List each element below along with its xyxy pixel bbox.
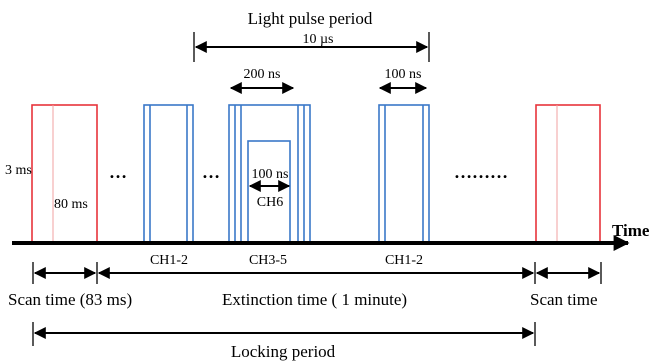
label-locking-period: Locking period bbox=[231, 342, 336, 361]
pulse-ch6 bbox=[247, 140, 291, 243]
label-80ms: 80 ms bbox=[54, 197, 88, 212]
label-ch3-5: CH3-5 bbox=[249, 253, 287, 268]
label-3ms: 3 ms bbox=[5, 163, 32, 178]
label-ch6: CH6 bbox=[257, 195, 283, 210]
label-ch1-2-right: CH1-2 bbox=[385, 253, 423, 268]
period-value-label: 10 µs bbox=[302, 32, 333, 47]
label-extinction-time: Extinction time ( 1 minute) bbox=[222, 290, 407, 309]
label-200ns: 200 ns bbox=[244, 67, 281, 82]
scan-pulse-left bbox=[31, 104, 98, 243]
scan-pulse-right bbox=[535, 104, 601, 243]
label-scan-time: Scan time bbox=[530, 290, 598, 309]
light-pulse-period-label: Light pulse period bbox=[248, 9, 373, 28]
ellipsis-1: … bbox=[109, 162, 127, 182]
label-ch1-2-left: CH1-2 bbox=[150, 253, 188, 268]
label-100ns-ch6: 100 ns bbox=[252, 167, 289, 182]
pulse-ch1-2-right bbox=[378, 104, 430, 243]
ellipsis-2: … bbox=[202, 162, 220, 182]
label-scan-time-83: Scan time (83 ms) bbox=[8, 290, 132, 309]
time-axis-label: Time bbox=[612, 221, 650, 240]
pulse-ch1-2-left bbox=[143, 104, 194, 243]
label-100ns-top: 100 ns bbox=[385, 67, 422, 82]
ellipsis-3: ……… bbox=[454, 162, 508, 182]
